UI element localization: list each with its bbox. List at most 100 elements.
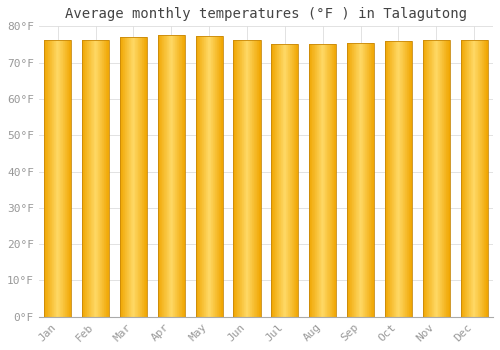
Bar — [394, 41, 395, 317]
Bar — [441, 40, 442, 317]
Bar — [313, 44, 314, 317]
Bar — [68, 41, 70, 317]
Bar — [254, 41, 255, 317]
Bar — [349, 43, 350, 317]
Bar — [258, 41, 260, 317]
Bar — [53, 41, 54, 317]
Bar — [311, 44, 312, 317]
Bar — [65, 41, 66, 317]
Bar — [399, 41, 400, 317]
Bar — [404, 41, 405, 317]
Bar — [403, 41, 404, 317]
Bar — [440, 40, 441, 317]
Bar — [422, 40, 450, 317]
Bar — [324, 44, 325, 317]
Bar — [253, 41, 254, 317]
Bar — [388, 41, 389, 317]
Bar — [322, 44, 324, 317]
Bar — [136, 37, 137, 317]
Bar — [297, 44, 298, 317]
Bar — [252, 41, 253, 317]
Bar — [444, 40, 445, 317]
Bar — [370, 43, 371, 317]
Bar — [316, 44, 318, 317]
Bar — [285, 44, 286, 317]
Bar — [385, 41, 386, 317]
Bar — [475, 40, 476, 317]
Bar — [256, 41, 257, 317]
Bar — [334, 44, 335, 317]
Bar — [95, 41, 96, 317]
Bar — [238, 41, 239, 317]
Bar — [479, 40, 480, 317]
Bar — [239, 41, 240, 317]
Bar — [212, 36, 213, 317]
Bar — [55, 41, 56, 317]
Bar — [51, 41, 52, 317]
Bar — [196, 36, 223, 317]
Bar — [289, 44, 290, 317]
Bar — [318, 44, 320, 317]
Bar — [424, 40, 426, 317]
Bar — [82, 41, 109, 317]
Bar — [103, 41, 104, 317]
Bar — [60, 41, 61, 317]
Bar — [448, 40, 449, 317]
Bar — [408, 41, 410, 317]
Bar — [205, 36, 206, 317]
Bar — [208, 36, 209, 317]
Bar — [166, 35, 167, 317]
Bar — [371, 43, 372, 317]
Bar — [243, 41, 244, 317]
Bar — [433, 40, 434, 317]
Bar — [335, 44, 336, 317]
Bar — [58, 41, 59, 317]
Bar — [314, 44, 315, 317]
Bar — [200, 36, 201, 317]
Bar — [144, 37, 145, 317]
Bar — [56, 41, 57, 317]
Bar — [485, 40, 486, 317]
Bar — [201, 36, 202, 317]
Bar — [161, 35, 162, 317]
Bar — [360, 43, 361, 317]
Bar — [99, 41, 100, 317]
Bar — [220, 36, 222, 317]
Bar — [90, 41, 91, 317]
Bar — [128, 37, 130, 317]
Bar — [436, 40, 437, 317]
Bar — [209, 36, 210, 317]
Bar — [480, 40, 481, 317]
Bar — [101, 41, 102, 317]
Bar — [158, 35, 159, 317]
Bar — [174, 35, 176, 317]
Bar — [52, 41, 53, 317]
Bar — [181, 35, 182, 317]
Bar — [82, 41, 84, 317]
Bar — [331, 44, 332, 317]
Bar — [48, 41, 49, 317]
Bar — [216, 36, 218, 317]
Bar — [396, 41, 397, 317]
Bar — [310, 44, 311, 317]
Bar — [104, 41, 105, 317]
Bar — [352, 43, 353, 317]
Bar — [272, 44, 274, 317]
Bar — [210, 36, 211, 317]
Bar — [372, 43, 373, 317]
Bar — [397, 41, 398, 317]
Bar — [93, 41, 94, 317]
Bar — [326, 44, 327, 317]
Bar — [89, 41, 90, 317]
Bar — [294, 44, 295, 317]
Bar — [242, 41, 243, 317]
Bar — [91, 41, 92, 317]
Bar — [280, 44, 281, 317]
Bar — [366, 43, 368, 317]
Bar — [405, 41, 406, 317]
Bar — [245, 41, 246, 317]
Bar — [142, 37, 143, 317]
Bar — [477, 40, 478, 317]
Bar — [176, 35, 178, 317]
Bar — [163, 35, 164, 317]
